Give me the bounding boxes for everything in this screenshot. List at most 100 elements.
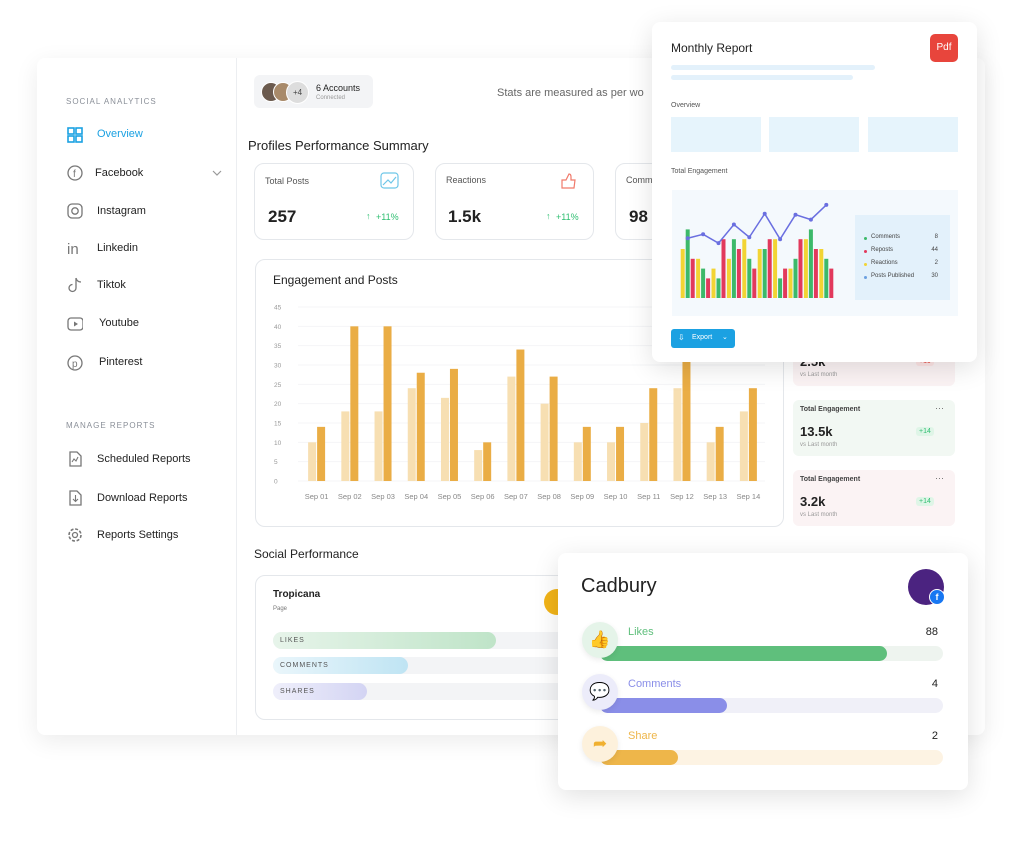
icon bbox=[380, 172, 399, 189]
bar bbox=[757, 249, 762, 298]
legend-dot bbox=[864, 250, 867, 253]
bar bbox=[341, 411, 350, 481]
x-tick-label: Sep 08 bbox=[537, 492, 561, 501]
bar bbox=[711, 268, 716, 298]
metric-value: 2 bbox=[931, 730, 938, 742]
card-menu: ··· bbox=[935, 473, 944, 483]
metric-label: Likes bbox=[628, 626, 654, 638]
placeholder bbox=[671, 65, 875, 70]
nav-item[interactable]: Reports Settings bbox=[97, 529, 179, 541]
bar bbox=[798, 239, 803, 298]
card-value: 13.5k bbox=[800, 424, 833, 439]
sidebar-divider bbox=[236, 58, 237, 735]
card-menu: ··· bbox=[935, 403, 944, 413]
y-tick-label: 5 bbox=[274, 459, 278, 466]
metric-bar bbox=[273, 657, 408, 674]
line-point bbox=[808, 217, 813, 222]
icon: p bbox=[67, 355, 83, 371]
y-tick-label: 45 bbox=[274, 305, 282, 312]
legend-value: 2 bbox=[934, 260, 938, 266]
bar bbox=[540, 403, 549, 481]
line-point bbox=[701, 232, 706, 237]
line-point bbox=[824, 202, 829, 207]
nav-item[interactable]: Facebook bbox=[95, 167, 144, 179]
bar-chart: 0 5 10 15 20 25 30 35 40 45 Sep 01 Sep 02 Sep 03 Sep … bbox=[274, 305, 765, 501]
stat-label: Reactions bbox=[446, 175, 487, 185]
bar bbox=[793, 258, 798, 298]
legend-label: Comments bbox=[871, 234, 901, 240]
pdf-badge[interactable]: Pdf bbox=[930, 34, 958, 62]
metric-bar bbox=[600, 646, 887, 661]
x-tick-label: Sep 10 bbox=[604, 492, 628, 501]
icon bbox=[68, 528, 82, 542]
x-tick-label: Sep 04 bbox=[404, 492, 428, 501]
stat-value: 1.5k bbox=[448, 207, 482, 226]
bar bbox=[748, 388, 757, 481]
nav-item[interactable]: Linkedin bbox=[97, 242, 138, 254]
nav-item[interactable]: Youtube bbox=[99, 317, 139, 329]
bar bbox=[690, 258, 695, 298]
x-tick-label: Sep 12 bbox=[670, 492, 694, 501]
card-label: Total Engagement bbox=[800, 406, 861, 413]
y-tick-label: 40 bbox=[274, 324, 282, 331]
bar bbox=[808, 229, 813, 298]
bar bbox=[773, 239, 778, 298]
bar bbox=[449, 368, 458, 481]
bar bbox=[829, 268, 834, 298]
bar bbox=[747, 258, 752, 298]
card-label: Total Engagement bbox=[800, 476, 861, 483]
brand-name: Cadbury bbox=[581, 575, 657, 597]
nav-item[interactable]: Scheduled Reports bbox=[97, 453, 191, 465]
stat-arrow: ↑ bbox=[546, 211, 551, 221]
metric-icon: 💬 bbox=[582, 674, 618, 710]
x-tick-label: Sep 14 bbox=[737, 492, 761, 501]
bar bbox=[778, 278, 783, 298]
card-change: +14 bbox=[916, 427, 934, 436]
section-label: Total Engagement bbox=[671, 168, 728, 175]
line-point bbox=[778, 237, 783, 242]
bar bbox=[507, 376, 516, 481]
stat-change: +11% bbox=[376, 212, 399, 222]
nav-item[interactable]: Overview bbox=[97, 128, 143, 140]
y-tick-label: 20 bbox=[274, 401, 282, 408]
icon bbox=[67, 127, 83, 143]
legend-dot bbox=[864, 276, 867, 279]
bar bbox=[573, 442, 582, 481]
chevron bbox=[212, 170, 222, 176]
accounts-status: Connected bbox=[316, 95, 346, 101]
metric-value: 4 bbox=[931, 678, 938, 690]
stat-card bbox=[435, 163, 594, 240]
bar bbox=[731, 239, 736, 298]
bar bbox=[685, 229, 690, 298]
section-title: MANAGE REPORTS bbox=[66, 421, 156, 430]
bar bbox=[549, 376, 558, 481]
x-tick-label: Sep 05 bbox=[438, 492, 462, 501]
bar bbox=[701, 268, 706, 298]
placeholder bbox=[671, 75, 853, 80]
nav-item[interactable]: Pinterest bbox=[99, 356, 143, 368]
x-tick-label: Sep 09 bbox=[570, 492, 594, 501]
legend-value: 44 bbox=[931, 247, 938, 253]
icon bbox=[69, 451, 82, 467]
bar bbox=[649, 388, 658, 481]
bar bbox=[680, 249, 685, 298]
bar bbox=[716, 278, 721, 298]
line-point bbox=[747, 235, 752, 240]
mini-chart bbox=[680, 202, 834, 298]
fb-badge: f bbox=[929, 589, 945, 605]
y-tick-label: 35 bbox=[274, 343, 282, 350]
line-point bbox=[716, 241, 721, 246]
accounts-count: 6 Accounts bbox=[316, 83, 361, 93]
nav-item[interactable]: Instagram bbox=[97, 205, 146, 217]
bar bbox=[308, 442, 317, 481]
section-title: Profiles Performance Summary bbox=[248, 138, 429, 153]
bar bbox=[383, 326, 392, 481]
nav-item[interactable]: Download Reports bbox=[97, 492, 188, 504]
card-change: +14 bbox=[916, 497, 934, 506]
x-tick-label: Sep 02 bbox=[338, 492, 362, 501]
bar bbox=[788, 268, 793, 298]
bar bbox=[696, 258, 701, 298]
bar bbox=[416, 372, 425, 481]
nav-item[interactable]: Tiktok bbox=[97, 279, 126, 291]
export-button[interactable] bbox=[671, 329, 735, 348]
